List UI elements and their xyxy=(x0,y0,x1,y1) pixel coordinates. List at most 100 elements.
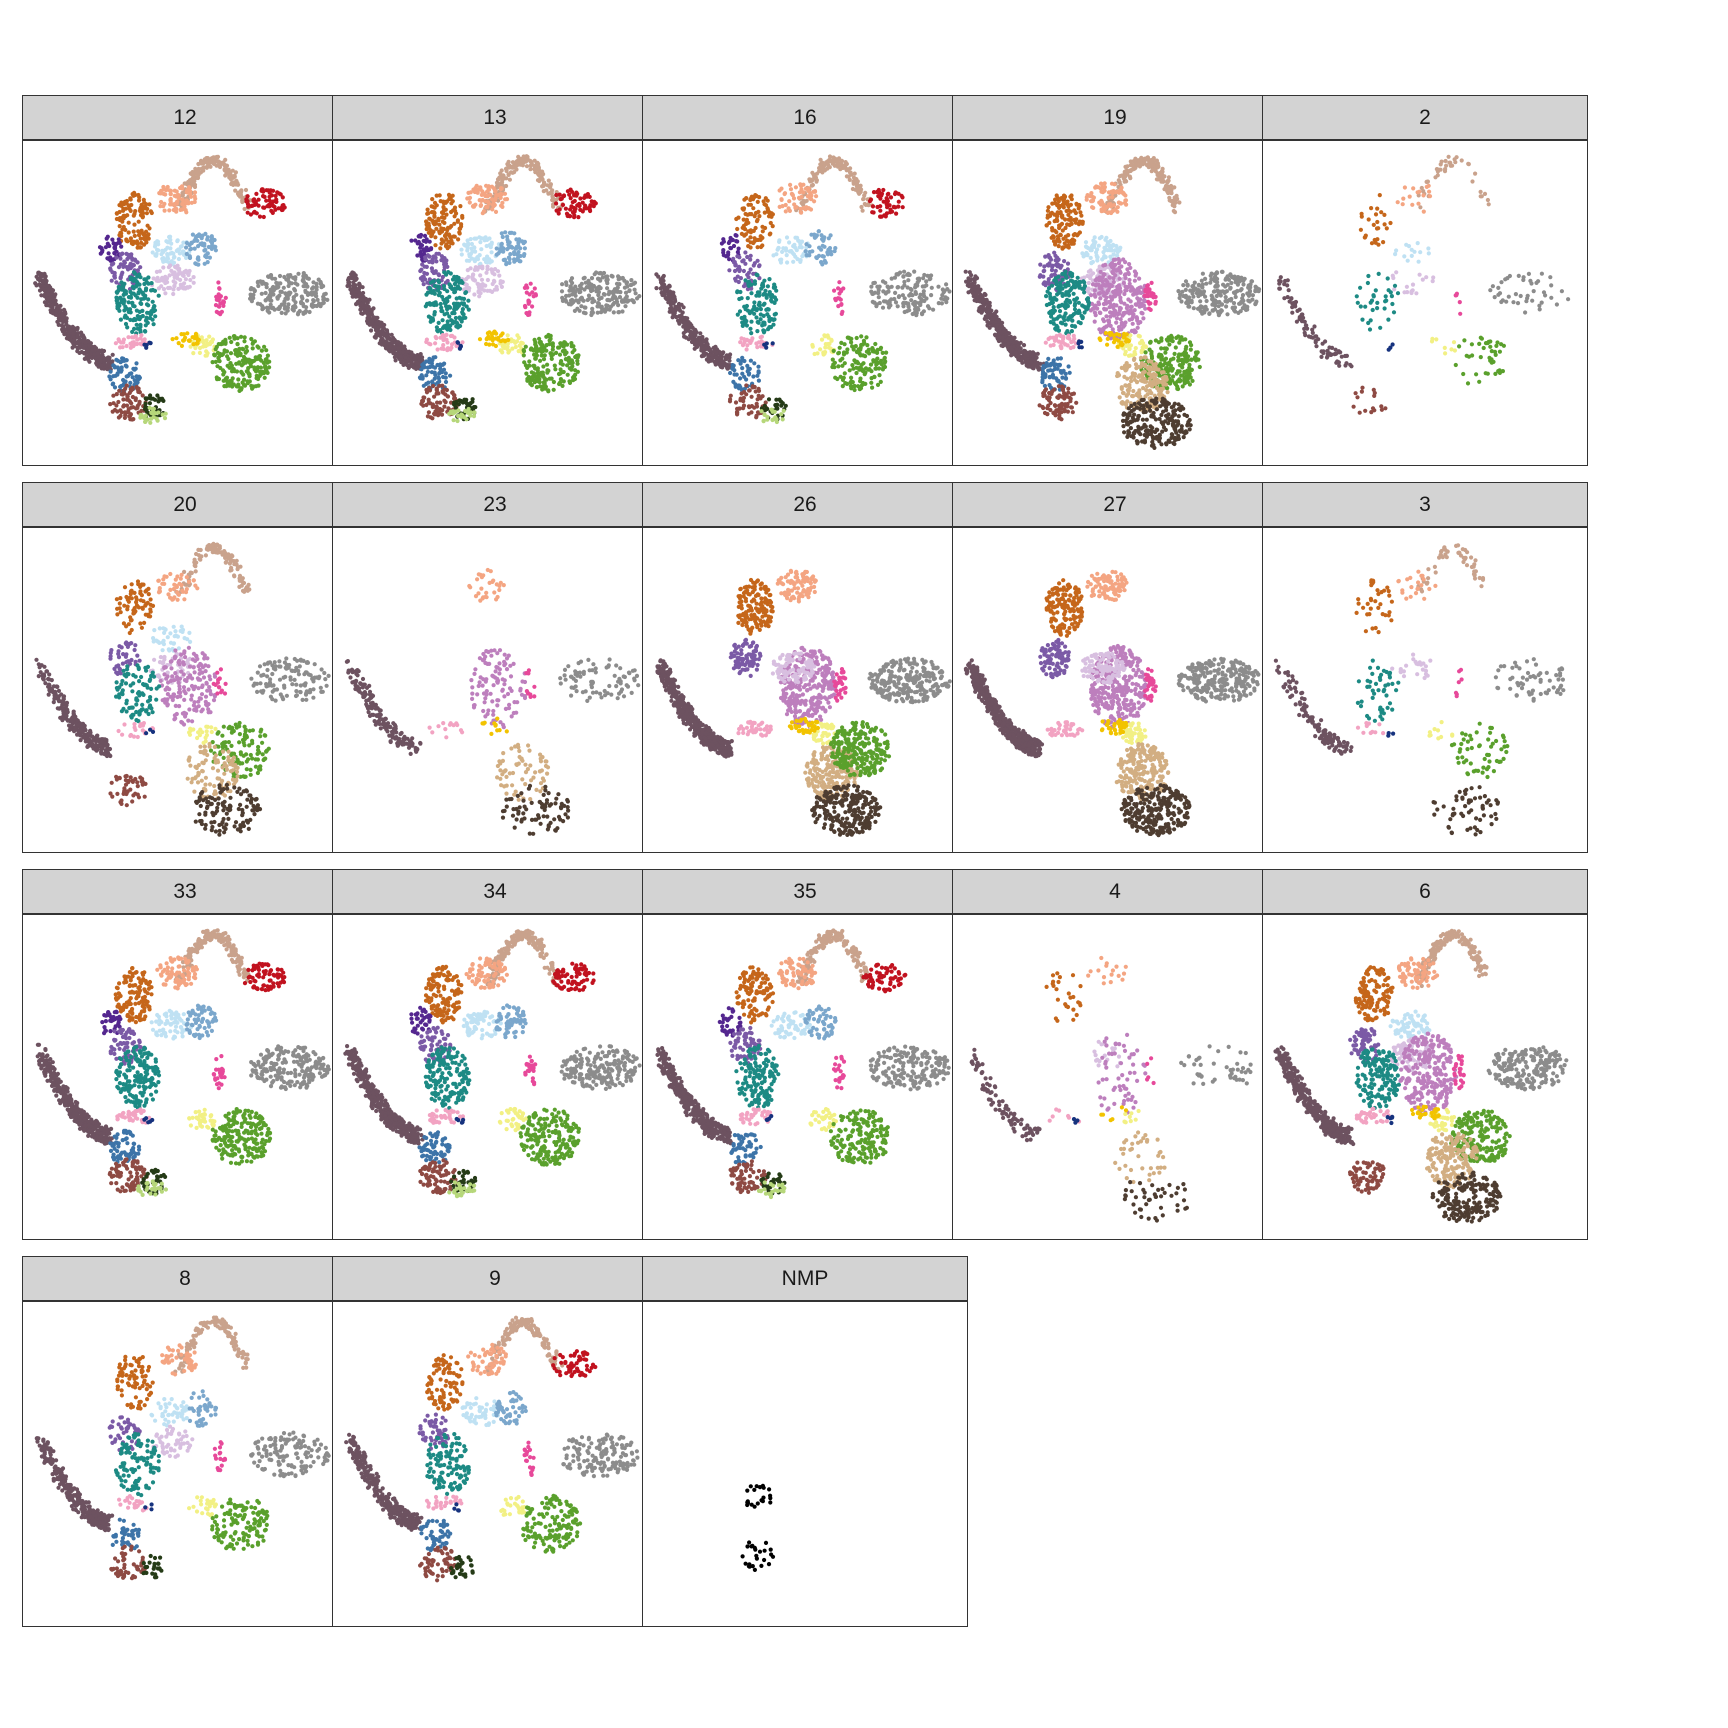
scatter-point xyxy=(520,239,525,244)
scatter-point xyxy=(261,205,266,210)
scatter-point xyxy=(48,308,53,313)
scatter-point xyxy=(33,281,38,286)
scatter-point xyxy=(548,336,553,341)
scatter-point xyxy=(468,413,473,418)
scatter-point xyxy=(50,288,55,293)
scatter-point xyxy=(83,340,88,345)
scatter-point xyxy=(477,294,482,299)
scatter-point xyxy=(625,299,630,304)
scatter-point xyxy=(418,234,423,239)
scatter-point xyxy=(307,309,312,315)
scatter-point xyxy=(369,328,374,333)
scatter-point xyxy=(772,300,777,305)
scatter-point xyxy=(885,205,890,210)
scatter-point xyxy=(280,207,285,212)
scatter-point xyxy=(527,310,532,315)
scatter-point xyxy=(122,298,127,304)
scatter-point xyxy=(147,405,152,410)
scatter-point xyxy=(784,253,789,258)
scatter-point xyxy=(772,317,777,322)
scatter-point xyxy=(768,220,773,226)
scatter-point xyxy=(128,317,133,322)
scatter-point xyxy=(735,250,740,255)
scatter-point xyxy=(475,267,480,272)
scatter-point xyxy=(135,337,140,342)
scatter-point xyxy=(434,336,439,341)
scatter-point xyxy=(430,279,435,284)
scatter-point xyxy=(512,252,517,257)
scatter-point xyxy=(763,292,768,297)
scatter-point xyxy=(144,302,150,307)
scatter-point xyxy=(594,286,599,291)
scatter-point xyxy=(557,381,562,387)
scatter-point xyxy=(623,304,628,309)
scatter-point xyxy=(493,343,498,349)
scatter-point xyxy=(345,283,350,289)
scatter-point xyxy=(571,344,576,349)
scatter-point xyxy=(175,199,180,204)
scatter-point xyxy=(420,398,425,404)
scatter-point xyxy=(757,214,762,219)
scatter-point xyxy=(731,256,736,261)
scatter-point xyxy=(502,191,508,196)
scatter-point xyxy=(460,280,465,285)
scatter-point xyxy=(497,273,502,278)
scatter-point xyxy=(448,235,453,240)
scatter-point xyxy=(355,289,360,294)
scatter-point xyxy=(745,287,750,292)
scatter-point xyxy=(75,327,80,332)
scatter-point xyxy=(671,293,676,298)
scatter-point xyxy=(75,346,80,351)
scatter-point xyxy=(167,208,172,213)
scatter-point xyxy=(725,362,730,367)
scatter-point xyxy=(120,219,125,224)
scatter-point xyxy=(419,254,424,259)
scatter-point xyxy=(851,175,857,180)
scatter-point xyxy=(848,166,853,171)
scatter-point xyxy=(507,260,512,265)
scatter-svg xyxy=(654,154,952,425)
scatter-point xyxy=(122,315,127,320)
scatter-point xyxy=(263,367,269,372)
scatter-point xyxy=(878,208,883,213)
scatter-point xyxy=(530,375,535,380)
scatter-point xyxy=(470,399,475,404)
scatter-point xyxy=(492,272,497,277)
scatter-point xyxy=(804,242,809,247)
scatter-point xyxy=(443,371,448,376)
scatter-point xyxy=(211,161,216,166)
scatter-point xyxy=(894,211,899,216)
scatter-point xyxy=(406,365,411,370)
scatter-point xyxy=(436,293,441,298)
scatter-point xyxy=(257,373,262,378)
scatter-point xyxy=(885,192,890,197)
scatter-point xyxy=(801,198,806,203)
scatter-point xyxy=(758,317,763,322)
scatter-point xyxy=(854,184,859,189)
scatter-point xyxy=(128,196,133,201)
scatter-point xyxy=(510,165,515,170)
scatter-point xyxy=(221,372,226,377)
scatter-point xyxy=(243,350,248,355)
scatter-point xyxy=(119,368,124,373)
scatter-point xyxy=(751,197,756,202)
scatter-point xyxy=(257,214,263,219)
scatter-point xyxy=(413,238,418,243)
scatter-point xyxy=(442,265,447,270)
scatter-point xyxy=(103,245,108,250)
scatter-point xyxy=(569,367,574,372)
cluster-steel-blue xyxy=(803,229,838,267)
scatter-point xyxy=(521,154,526,159)
scatter-point xyxy=(833,296,838,301)
scatter-point xyxy=(176,196,181,201)
scatter-point xyxy=(727,239,732,244)
scatter-point xyxy=(116,399,121,405)
scatter-point xyxy=(422,270,427,276)
scatter-point xyxy=(444,332,449,337)
scatter-point xyxy=(267,305,272,310)
scatter-point xyxy=(270,210,275,215)
scatter-point xyxy=(876,194,881,199)
scatter-point xyxy=(838,162,843,167)
scatter-point xyxy=(130,329,135,334)
scatter-point xyxy=(752,311,757,316)
